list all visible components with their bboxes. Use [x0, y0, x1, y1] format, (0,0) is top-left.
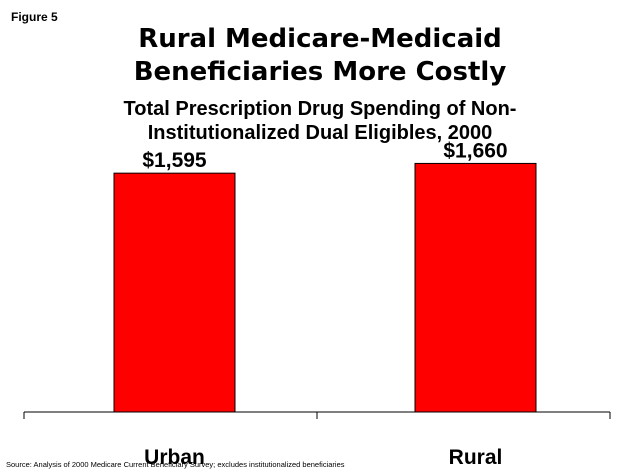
bar-rural: [415, 163, 536, 412]
source-note: Source: Analysis of 2000 Medicare Curren…: [6, 460, 345, 469]
value-label-rural: $1,660: [443, 139, 507, 162]
bars-group: $1,595Urban$1,660Rural: [114, 139, 536, 469]
value-label-urban: $1,595: [142, 149, 207, 172]
category-label-rural: Rural: [449, 446, 503, 469]
bar-urban: [114, 173, 235, 412]
